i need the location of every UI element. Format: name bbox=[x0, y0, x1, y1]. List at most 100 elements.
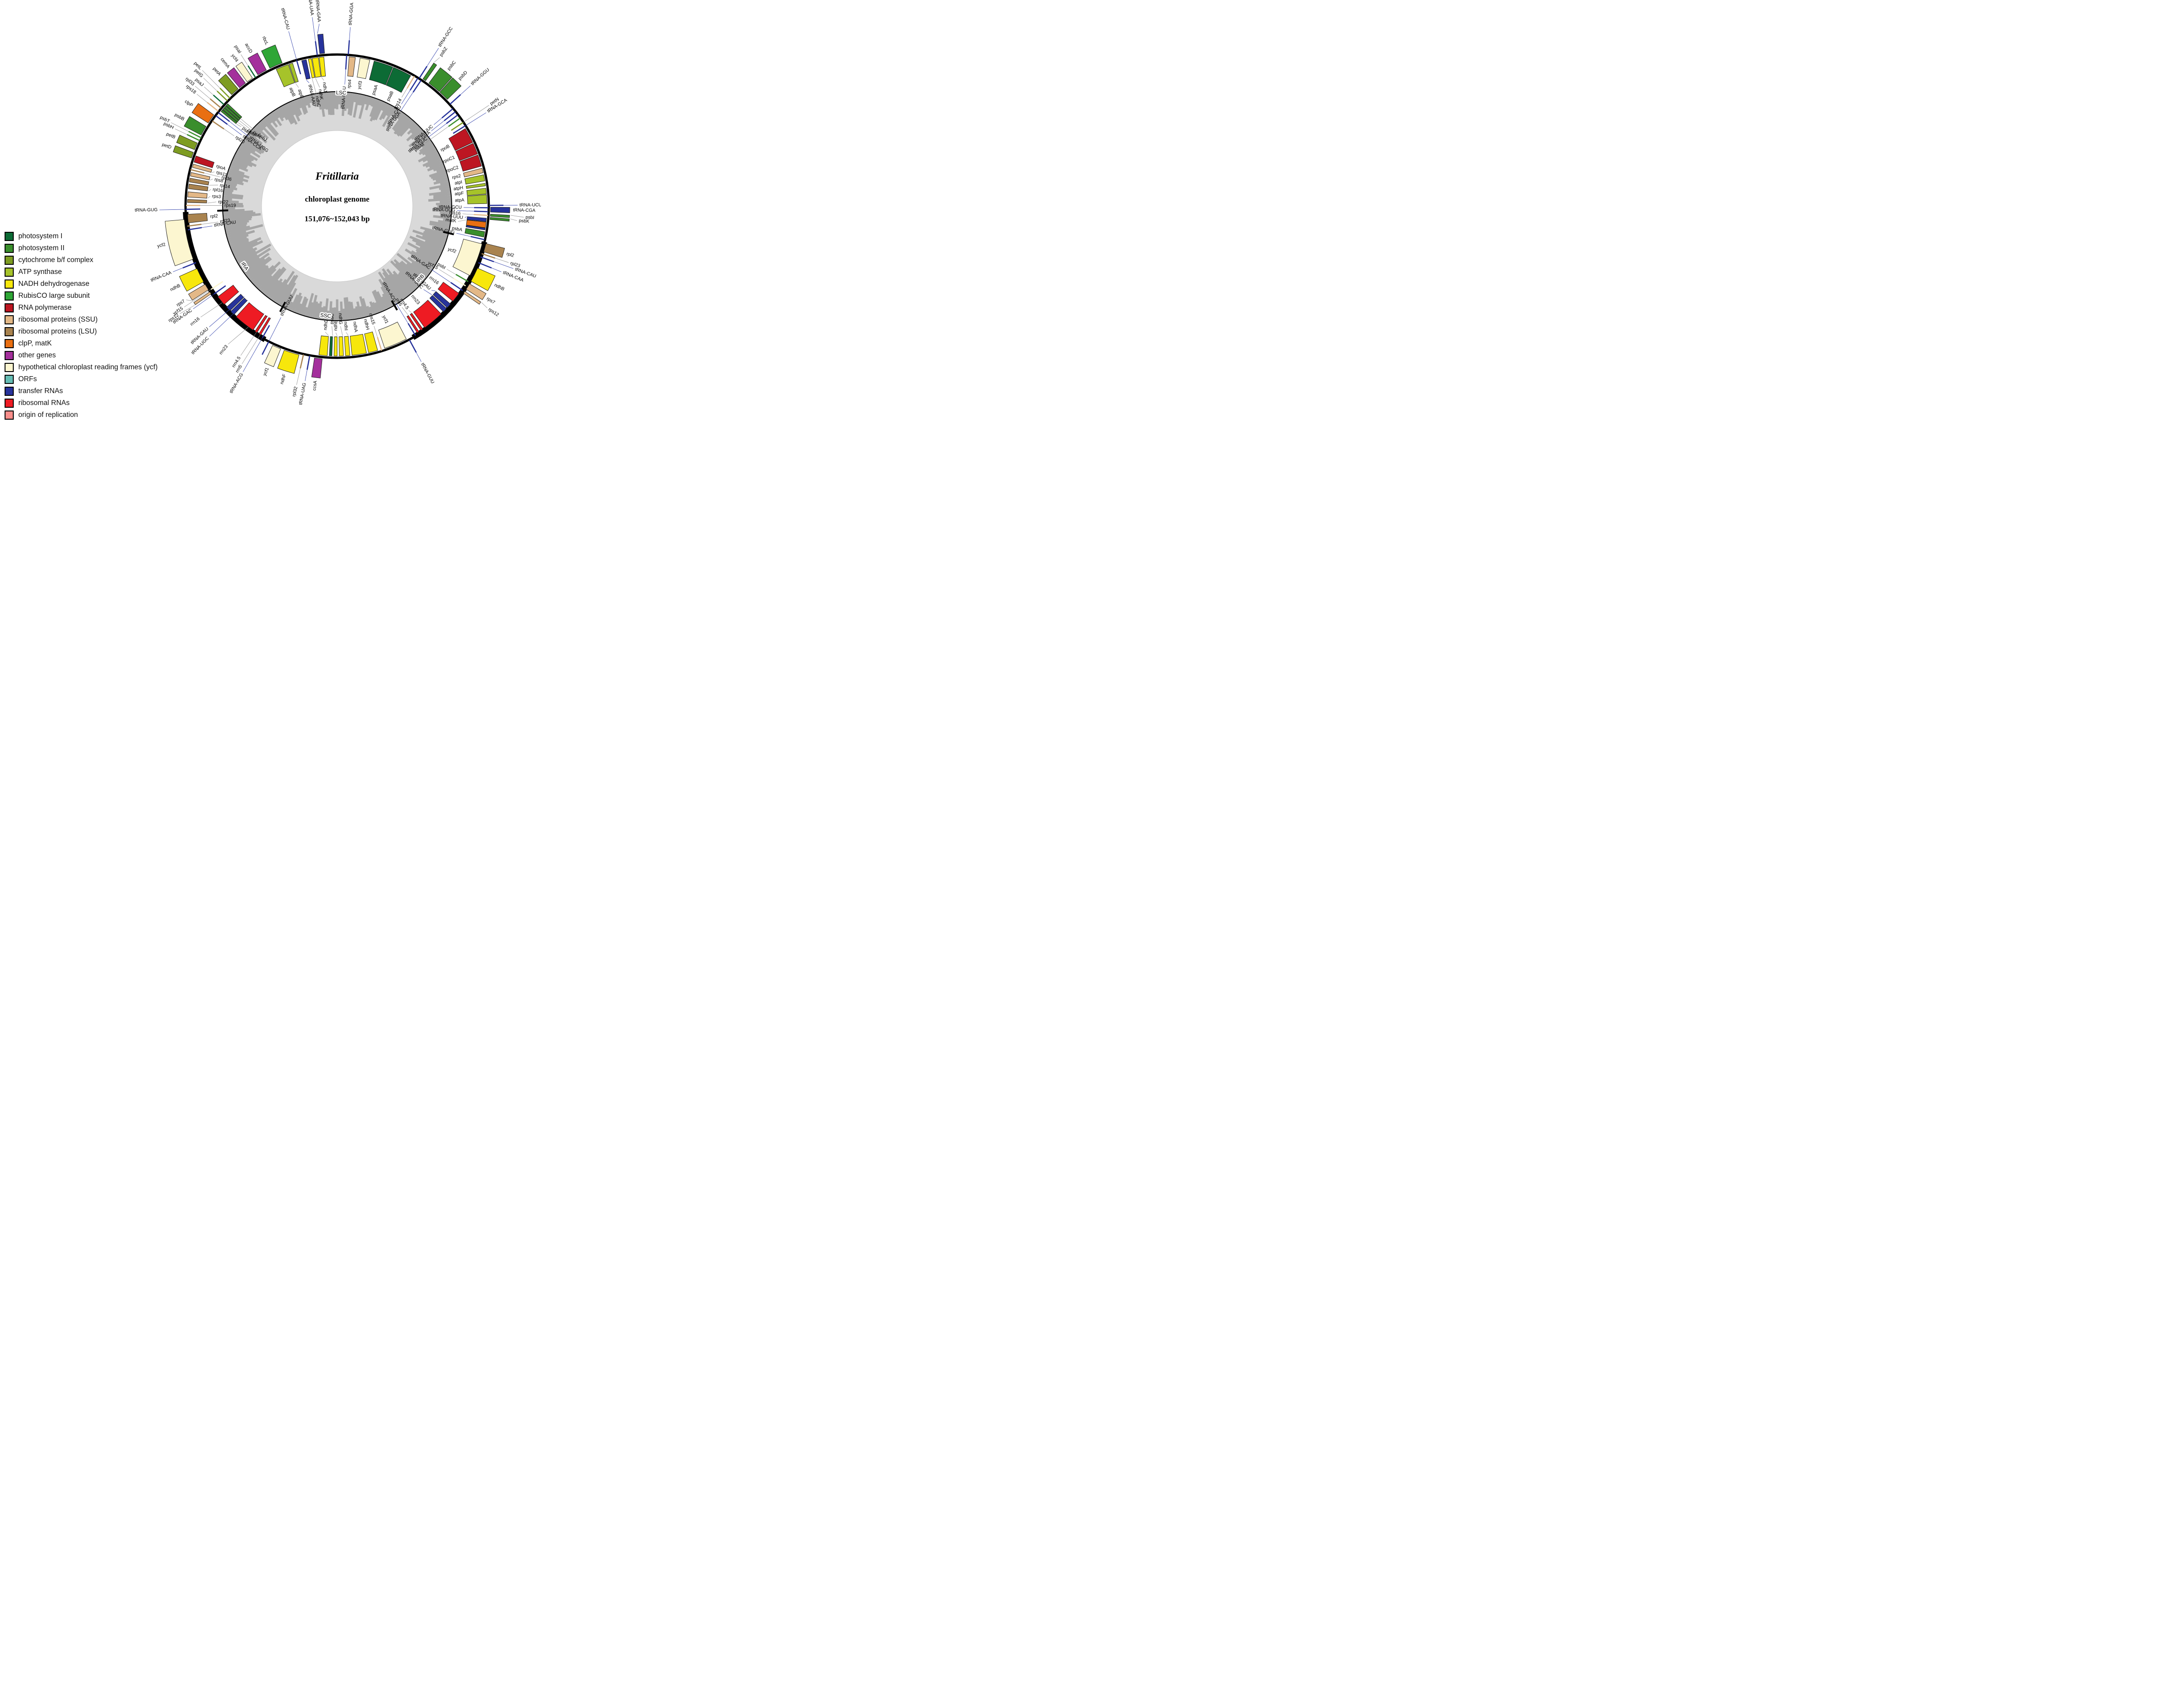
gene-tick-rps18 bbox=[207, 102, 219, 112]
gene-label-trna-uug: tRNA-UUG bbox=[432, 207, 455, 213]
gene-label-ccsa: ccsA bbox=[312, 380, 318, 391]
gene-block-psbb bbox=[184, 116, 207, 136]
gene-label-psbc: psbC bbox=[447, 60, 457, 71]
gene-block-rpl14 bbox=[189, 178, 209, 186]
gene-label-rps12: rps12 bbox=[487, 307, 500, 318]
leader-trna-gcc bbox=[426, 48, 439, 66]
gene-label-rpoc1: rpoC1 bbox=[442, 155, 456, 164]
gene-label-psbz: psbZ bbox=[439, 46, 449, 58]
gene-label-trna-uag: tRNA-UAG bbox=[298, 382, 307, 405]
gene-label-ycf1: ycf1 bbox=[262, 367, 270, 377]
gene-tick-trna-acg bbox=[407, 323, 416, 336]
legend-label-ycf: hypothetical chloroplast reading frames … bbox=[18, 363, 158, 371]
gene-label-petd: petD bbox=[161, 142, 172, 150]
leader-rps3 bbox=[208, 196, 211, 199]
leader-ndhe bbox=[335, 332, 338, 336]
leader-rpl20 bbox=[224, 129, 235, 137]
gene-tick-rps15 bbox=[377, 337, 383, 351]
gene-block-psbi bbox=[490, 214, 510, 218]
legend-item-ssu: ribosomal proteins (SSU) bbox=[5, 315, 158, 324]
gene-label-ndhk: ndhK bbox=[317, 89, 324, 100]
leader-trna-cau bbox=[494, 261, 514, 269]
gene-tick-rps14 bbox=[406, 76, 415, 89]
gene-block-rps4 bbox=[347, 56, 356, 77]
gene-label-trna-uuu: tRNA-UUU bbox=[441, 213, 464, 220]
gene-tick-trna-uaa bbox=[315, 41, 318, 56]
inverted-repeat-arc bbox=[183, 212, 267, 342]
leader-trna-ugu bbox=[344, 69, 346, 85]
legend-label-ps2: photosystem II bbox=[18, 244, 65, 252]
genome-circle bbox=[184, 53, 490, 359]
leader-ycf15 bbox=[439, 269, 454, 279]
gene-block-ycf1 bbox=[378, 322, 407, 349]
gene-label-psac: psaC bbox=[329, 313, 335, 324]
leader-psbj bbox=[241, 119, 258, 133]
leader-trna-ugc bbox=[423, 289, 432, 295]
gene-block-rrn5 bbox=[258, 317, 271, 335]
gene-label-rrn23: rrn23 bbox=[219, 344, 229, 356]
gene-label-trna-gcc: tRNA-GCC bbox=[437, 26, 454, 48]
gene-block-atpe bbox=[289, 63, 299, 83]
gene-label-psbk: psbK bbox=[519, 219, 530, 224]
region-boundary-tick bbox=[279, 301, 286, 312]
leader-trna-uuc bbox=[433, 118, 442, 125]
gene-tick-petn bbox=[451, 122, 464, 131]
gene-label-rps4: rps4 bbox=[347, 79, 353, 88]
legend-item-atp: ATP synthase bbox=[5, 267, 158, 277]
legend-label-rnap: RNA polymerase bbox=[18, 303, 72, 312]
leader-rpl23 bbox=[201, 222, 219, 224]
gene-label-trna-guu: tRNA-GUU bbox=[420, 362, 435, 385]
gene-tick-trna-gac bbox=[213, 285, 226, 295]
gene-block-trna-uuu bbox=[466, 216, 487, 222]
gene-tick-trna-guu bbox=[409, 339, 417, 353]
genome-size: 151,076~152,043 bp bbox=[305, 214, 370, 223]
gene-label-ycf1: ycf1 bbox=[381, 315, 389, 325]
figure-chloroplast-genome-map: tRNA-GGA tRNA-UGU rps4 ycf3 psaA psaB rps14 tRN… bbox=[0, 0, 541, 427]
legend-swatch-rbcl bbox=[5, 291, 14, 301]
inverted-repeat-arc bbox=[411, 241, 487, 340]
leader-rrn4-5 bbox=[408, 310, 412, 313]
gene-block-ndhh bbox=[364, 331, 378, 353]
gene-tick-trna-guu bbox=[262, 341, 269, 355]
gene-label-ndhi: ndhI bbox=[343, 322, 348, 331]
leader-rps12 bbox=[180, 305, 195, 314]
leader-trna-guc bbox=[428, 123, 447, 137]
gene-block-rps12 bbox=[463, 291, 481, 305]
gene-label-psbi: psbI bbox=[525, 215, 535, 220]
gene-block-rps2 bbox=[463, 168, 484, 177]
gene-label-ndhg: ndhG bbox=[338, 313, 343, 324]
gene-block-psbk bbox=[490, 217, 510, 222]
gene-label-trna-uaa: tRNA-UAA bbox=[306, 0, 314, 16]
leader-psbm bbox=[425, 126, 449, 143]
gene-blocks bbox=[164, 33, 510, 378]
gene-block-rrn4-5 bbox=[410, 313, 423, 331]
gene-block-petd bbox=[173, 145, 194, 159]
leader-lines bbox=[159, 17, 524, 385]
legend-item-trna: transfer RNAs bbox=[5, 386, 158, 396]
gene-tick-psbm bbox=[448, 117, 461, 127]
gene-tick-ycf15 bbox=[210, 281, 224, 290]
gene-tick-psai bbox=[247, 65, 257, 78]
gene-block-rrn4-5 bbox=[254, 315, 268, 333]
gene-block-rpl16 bbox=[188, 184, 208, 192]
leader-rps12 bbox=[481, 302, 487, 308]
gc-content-ring bbox=[217, 91, 454, 321]
leader-rpl16 bbox=[208, 189, 211, 192]
legend-swatch-rnap bbox=[5, 303, 14, 312]
legend-swatch-ssu bbox=[5, 315, 14, 324]
genome-subtitle: chloroplast genome bbox=[305, 195, 370, 203]
leader-petg bbox=[203, 78, 218, 92]
leader-trna-caa bbox=[173, 268, 183, 272]
region-boundary-tick bbox=[391, 300, 398, 311]
gene-label-ndhe: ndhE bbox=[333, 320, 339, 331]
leader-atpe bbox=[295, 83, 299, 88]
legend-swatch-rrna bbox=[5, 398, 14, 408]
leader-psbz bbox=[434, 57, 440, 63]
gene-label-rrn23: rrn23 bbox=[410, 294, 421, 306]
gene-label-atpa: atpA bbox=[455, 198, 464, 203]
gene-block-rpoa bbox=[193, 155, 215, 168]
leader-psaj bbox=[204, 87, 214, 95]
leader-trna-uga bbox=[400, 92, 414, 111]
gene-label-rrn16: rrn16 bbox=[189, 316, 201, 327]
